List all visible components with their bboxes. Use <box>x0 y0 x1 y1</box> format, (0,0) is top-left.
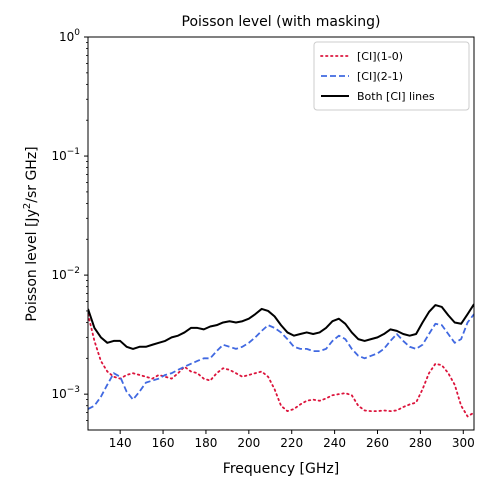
series-ci-1-0 <box>88 313 474 418</box>
x-tick-label: 240 <box>323 436 346 450</box>
series-layer <box>88 303 474 418</box>
y-axis-label: Poisson level [Jy2/sr GHz] <box>22 146 40 321</box>
x-tick-label: 280 <box>409 436 432 450</box>
series-ci-2-1 <box>88 313 474 410</box>
legend-label-both-ci: Both [CI] lines <box>357 90 435 103</box>
x-tick-label: 200 <box>237 436 260 450</box>
x-tick-label: 300 <box>452 436 475 450</box>
y-axis-label-suffix: /sr GHz] <box>24 146 40 202</box>
chart-title: Poisson level (with masking) <box>182 14 381 30</box>
y-axis-label-superscript: 2 <box>22 203 33 209</box>
x-axis-label: Frequency [GHz] <box>223 461 339 477</box>
y-axis-label-prefix: Poisson level [Jy <box>24 209 40 322</box>
legend: [CI](1-0) [CI](2-1) Both [CI] lines <box>313 41 470 111</box>
series-both-ci <box>88 303 474 350</box>
x-tick-label: 140 <box>109 436 132 450</box>
plot-frame <box>87 36 475 431</box>
x-tick-label: 160 <box>152 436 175 450</box>
legend-label-ci-1-0: [CI](1-0) <box>357 50 403 63</box>
x-tick-label: 220 <box>280 436 303 450</box>
ticks-layer: 140 160 180 200 220 240 260 280 300 10−3 10−2 10−1 1… <box>51 28 474 450</box>
x-tick-label: 180 <box>194 436 217 450</box>
y-tick-label: 10−3 <box>51 385 80 401</box>
legend-label-ci-2-1: [CI](2-1) <box>357 70 403 83</box>
y-tick-label: 100 <box>59 28 80 44</box>
legend-box <box>313 41 470 111</box>
y-tick-label: 10−1 <box>51 147 80 163</box>
y-tick-label: 10−2 <box>51 266 80 282</box>
x-tick-label: 260 <box>366 436 389 450</box>
